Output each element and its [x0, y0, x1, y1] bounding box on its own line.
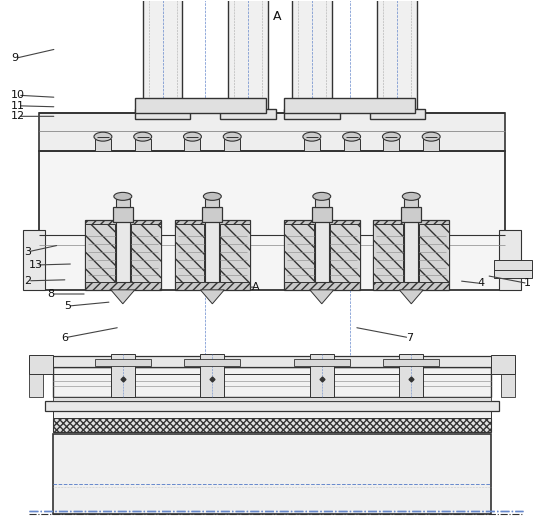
- Bar: [224, 139, 240, 151]
- Bar: [284, 109, 340, 119]
- Text: 11: 11: [11, 101, 25, 111]
- Bar: [501, 356, 515, 398]
- Bar: [53, 398, 491, 401]
- Bar: [404, 220, 418, 282]
- Bar: [310, 354, 334, 398]
- Text: 4: 4: [478, 278, 484, 288]
- Bar: [423, 139, 439, 151]
- Bar: [315, 220, 329, 282]
- Bar: [373, 220, 449, 290]
- Bar: [284, 220, 360, 290]
- Bar: [228, 0, 268, 113]
- Bar: [206, 199, 219, 207]
- Bar: [312, 207, 332, 222]
- Text: 1: 1: [524, 278, 531, 288]
- Bar: [499, 230, 521, 290]
- Ellipse shape: [203, 192, 221, 200]
- Bar: [111, 354, 135, 398]
- Ellipse shape: [313, 192, 331, 200]
- Bar: [116, 199, 130, 207]
- Ellipse shape: [134, 132, 152, 141]
- Bar: [491, 355, 515, 374]
- Ellipse shape: [303, 132, 321, 141]
- Bar: [383, 358, 439, 366]
- Bar: [184, 358, 240, 366]
- Bar: [95, 139, 111, 151]
- Bar: [206, 220, 219, 282]
- Bar: [370, 109, 425, 119]
- Bar: [201, 354, 224, 398]
- Text: 12: 12: [11, 111, 25, 121]
- Bar: [85, 224, 115, 282]
- Text: 6: 6: [61, 333, 68, 343]
- Bar: [95, 358, 151, 366]
- Ellipse shape: [422, 132, 440, 141]
- Bar: [383, 139, 399, 151]
- Bar: [404, 199, 418, 207]
- Bar: [53, 434, 491, 514]
- Bar: [284, 224, 314, 282]
- Bar: [45, 401, 499, 411]
- Bar: [113, 207, 133, 222]
- Bar: [292, 0, 332, 113]
- Bar: [419, 224, 449, 282]
- Polygon shape: [111, 290, 135, 304]
- Text: 7: 7: [406, 333, 413, 343]
- Bar: [399, 354, 423, 398]
- Bar: [116, 220, 130, 282]
- Bar: [377, 0, 417, 113]
- Bar: [29, 356, 43, 398]
- Bar: [143, 0, 182, 113]
- Ellipse shape: [382, 132, 401, 141]
- Bar: [175, 224, 204, 282]
- Text: 9: 9: [12, 54, 19, 63]
- Ellipse shape: [114, 192, 132, 200]
- Bar: [294, 358, 350, 366]
- Bar: [220, 109, 276, 119]
- Bar: [494, 260, 532, 278]
- Ellipse shape: [183, 132, 202, 141]
- Bar: [284, 98, 416, 113]
- Text: A: A: [273, 10, 281, 23]
- Bar: [202, 207, 222, 222]
- Ellipse shape: [402, 192, 420, 200]
- Polygon shape: [201, 290, 224, 304]
- Bar: [304, 139, 320, 151]
- Bar: [175, 220, 250, 290]
- Bar: [135, 139, 151, 151]
- Bar: [343, 139, 360, 151]
- Bar: [85, 220, 161, 290]
- Text: 3: 3: [24, 247, 32, 257]
- Text: 13: 13: [29, 260, 43, 270]
- Bar: [39, 151, 505, 290]
- Bar: [53, 418, 491, 432]
- Bar: [29, 355, 53, 374]
- Bar: [401, 207, 421, 222]
- Text: A: A: [252, 282, 260, 292]
- Bar: [373, 224, 403, 282]
- Bar: [135, 98, 266, 113]
- Bar: [330, 224, 360, 282]
- Polygon shape: [399, 290, 423, 304]
- Ellipse shape: [94, 132, 112, 141]
- Text: 5: 5: [64, 301, 71, 311]
- Bar: [53, 367, 491, 398]
- Bar: [315, 199, 329, 207]
- Bar: [184, 139, 201, 151]
- Text: 10: 10: [11, 90, 25, 100]
- Bar: [135, 109, 191, 119]
- Bar: [45, 356, 499, 367]
- Bar: [39, 113, 505, 151]
- Ellipse shape: [223, 132, 241, 141]
- Bar: [53, 411, 491, 418]
- Bar: [220, 224, 250, 282]
- Bar: [131, 224, 161, 282]
- Text: 2: 2: [24, 276, 32, 286]
- Text: 8: 8: [48, 289, 55, 299]
- Bar: [23, 230, 45, 290]
- Polygon shape: [310, 290, 334, 304]
- Ellipse shape: [343, 132, 361, 141]
